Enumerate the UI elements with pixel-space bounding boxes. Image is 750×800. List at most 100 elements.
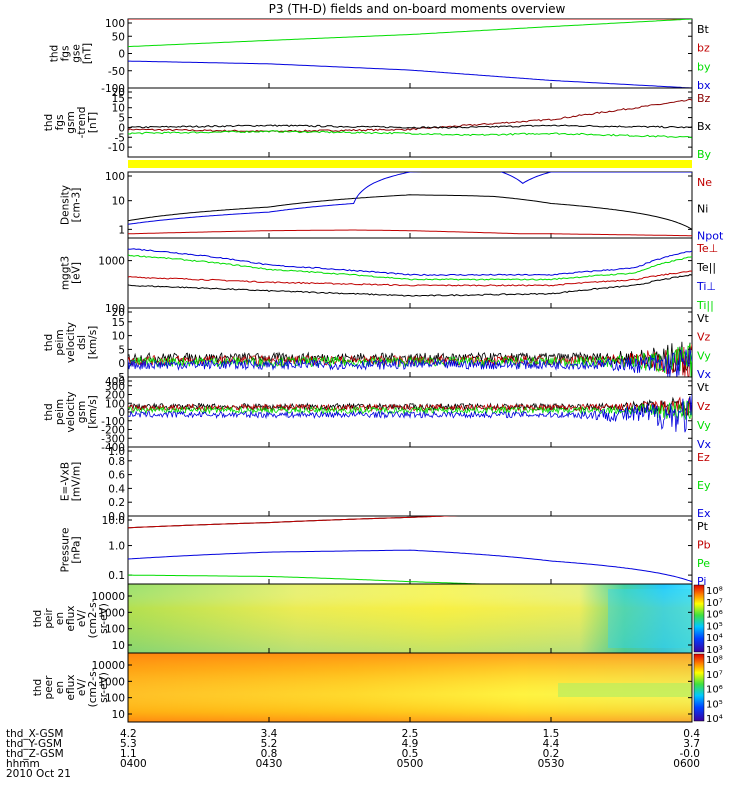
- y-axis-label: thd peir en eflux eV/(cm2-s-sr-eV): [32, 598, 110, 638]
- row-value: 0430: [256, 758, 283, 770]
- y-axis-label-line: (cm2-s-: [87, 667, 99, 707]
- y-tick-label: 10: [112, 640, 125, 652]
- y-axis-label: thd peim velocity gsm [km/s]: [43, 391, 99, 432]
- legend-Npot: Npot: [697, 229, 724, 242]
- legend-By: By: [697, 148, 712, 161]
- legend-bx: bx: [697, 79, 711, 92]
- series-Ti⊥: [128, 248, 692, 277]
- legend-Vy: Vy: [697, 349, 711, 362]
- y-axis-label-line: [eV]: [71, 262, 83, 284]
- colorbar-tick-label: 10⁴: [706, 633, 723, 644]
- legend-Ez: Ez: [697, 451, 710, 464]
- y-tick-label: 100: [105, 693, 125, 705]
- y-axis-label-line: eflux: [65, 675, 77, 701]
- y-axis-label-line: eflux: [65, 606, 77, 632]
- y-axis-label-line: Pressure: [60, 528, 72, 573]
- colorbar-tick-label: 10⁸: [706, 586, 723, 597]
- y-axis-label-line: dsl: [76, 335, 88, 350]
- row-label-hhmm: hhmm: [6, 758, 40, 770]
- bottom-axis-table: thd_X-GSM 4.2 3.4 2.5 1.5 0.4 thd_Y-GSM 5.3 5.2 4…: [6, 728, 700, 780]
- legend-Pt: Pt: [697, 520, 709, 533]
- series-group: [128, 172, 692, 237]
- y-axis-label: thd peim velocity dsl [km/s]: [43, 322, 99, 363]
- legend-Bz: Bz: [697, 92, 711, 105]
- legend-Pb: Pb: [697, 538, 711, 551]
- row-value: 0.5: [402, 748, 419, 760]
- y-axis-label-line: peir: [43, 608, 55, 629]
- y-tick-label: -100: [101, 416, 125, 428]
- legend-Ti⊥: Ti⊥: [696, 280, 716, 293]
- series-Ne: [128, 229, 692, 237]
- y-tick-label: 10000: [92, 660, 125, 672]
- row-value: 5.3: [120, 738, 137, 750]
- y-axis-label-line: [km/s]: [87, 326, 99, 360]
- series-Te⊥: [128, 270, 692, 287]
- y-tick-label: 10.0: [102, 515, 125, 527]
- plot-title: P3 (TH-D) fields and on-board moments ov…: [269, 2, 566, 16]
- y-axis-label: mggt3 [eV]: [60, 256, 83, 290]
- y-tick-label: -5: [115, 372, 125, 384]
- y-axis-label-line: eV/: [76, 609, 88, 627]
- panel-temperature: 1000 100 mggt3 [eV] Te⊥ Te|| Ti⊥ Ti||: [60, 237, 718, 315]
- y-tick-label: 0.6: [108, 470, 125, 482]
- y-tick-label: 300: [105, 381, 125, 393]
- row-value: 4.2: [120, 728, 137, 740]
- row-value: 2.5: [402, 728, 419, 740]
- y-axis-label-line: sr-eV): [98, 672, 110, 703]
- y-tick-label: -5: [115, 132, 125, 144]
- y-tick-label: 100: [105, 303, 125, 315]
- spectrogram-shade: [128, 584, 692, 653]
- y-axis-label: E=-VxB [mV/m]: [60, 462, 83, 501]
- y-axis-label-line: velocity: [65, 391, 77, 432]
- series-Vt: [128, 341, 692, 374]
- colorbar-tick-label: 10⁶: [706, 610, 723, 621]
- y-tick-label: 20: [112, 87, 125, 99]
- panel-efield: 1.00.8 0.60.4 0.2 0.0 E=-VxB [mV/m] Ez Ey Ex: [60, 446, 711, 523]
- yellow-status-bar: [128, 160, 692, 168]
- y-axis-label-line: [nT]: [87, 112, 99, 133]
- y-tick-label: 0.4: [108, 483, 125, 495]
- y-tick-label: 0.0: [108, 511, 125, 523]
- y-axis-label-line: peer: [43, 675, 55, 700]
- series-group: [128, 98, 692, 139]
- spectrogram-band: [558, 683, 692, 697]
- y-tick-label: 100: [105, 171, 125, 183]
- legend-Vy: Vy: [697, 419, 711, 432]
- y-axis-label-line: velocity: [65, 322, 77, 363]
- colorbar-scale: [693, 584, 705, 653]
- y-axis-label-line: peim: [54, 329, 66, 355]
- legend-Vz: Vz: [697, 331, 711, 344]
- y-axis-label-line: gse: [71, 44, 83, 63]
- y-tick-label: 0.8: [108, 456, 125, 468]
- series-By: [128, 130, 692, 139]
- y-tick-label: 10: [112, 331, 125, 343]
- y-tick-label: 100: [105, 18, 125, 30]
- y-axis-label-line: (cm2-s-: [87, 598, 99, 638]
- series-group: [128, 19, 692, 88]
- colorbar-tick-label: 10⁵: [706, 621, 723, 632]
- y-axis-label-line: en: [54, 612, 66, 625]
- y-tick-label: -10: [108, 142, 125, 154]
- colorbar-scale: [693, 653, 705, 722]
- row-value: 0.8: [261, 748, 278, 760]
- y-tick-label: 1000: [98, 256, 125, 268]
- y-tick-label: 5: [118, 344, 125, 356]
- y-tick-label: 400: [105, 376, 125, 388]
- panel-frame: [127, 237, 693, 309]
- legend-Te||: Te||: [696, 261, 716, 274]
- row-value: 1.1: [120, 748, 137, 760]
- y-tick-label: 15: [112, 93, 125, 105]
- y-axis-label: Pressure [nPa]: [60, 528, 83, 573]
- series-Pe: [128, 574, 495, 584]
- y-tick-label: 100: [105, 398, 125, 410]
- panel-frame: [127, 87, 693, 158]
- y-axis-label-line: eV/: [76, 678, 88, 696]
- legend-Vt: Vt: [697, 381, 710, 394]
- row-value: 0.4: [683, 728, 700, 740]
